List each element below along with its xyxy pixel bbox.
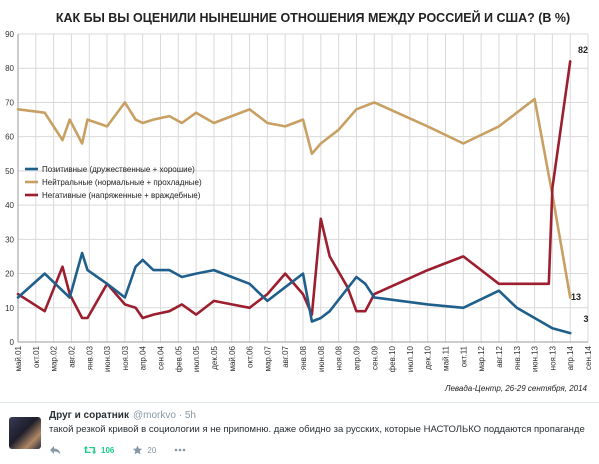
separator: · [178,410,183,421]
x-tick-label: ноя.03 [121,345,130,370]
tweet-header: Друг и соратник @morkvo · 5h [49,410,196,421]
tweet-text: такой резкой кривой в социологии я не пр… [49,424,585,435]
x-tick-label: июн.13 [531,345,540,372]
x-tick-label: июл.10 [406,345,415,372]
reply-icon [50,446,61,455]
y-axis: 0 10 20 30 40 50 60 70 80 90 [5,30,14,347]
x-tick-label: фев.05 [174,345,183,372]
legend: Позитивные (дружественные + хорошие) Нейт… [25,165,202,200]
y-tick-label: 70 [5,98,14,107]
retweet-icon [83,446,97,454]
x-tick-label: янв.13 [513,345,522,370]
more-icon [174,448,186,452]
x-tick-label: мар.12 [477,345,486,371]
x-tick-label: янв.03 [85,345,94,370]
favorite-icon [133,445,143,455]
x-tick-label: дек.05 [210,345,219,369]
y-tick-label: 10 [5,304,14,313]
x-tick-label: сен.14 [584,345,593,370]
x-tick-label: апр.14 [566,345,575,370]
x-tick-label: фев.10 [388,345,397,372]
retweet-button[interactable]: 106 [83,445,114,455]
tweet-card[interactable]: Друг и соратник @morkvo · 5h такой резкой… [0,402,599,464]
y-tick-label: 80 [5,64,14,73]
end-label-positive: 3 [583,314,588,324]
x-tick-label: окт.01 [32,345,41,367]
end-label-neutral: 13 [571,292,581,302]
reply-button[interactable] [49,445,65,455]
line-chart: КАК БЫ ВЫ ОЦЕНИЛИ НЫНЕШНИЕ ОТНОШЕНИЯ МЕЖ… [5,10,593,393]
y-tick-label: 90 [5,30,14,39]
series-line-1 [16,97,572,299]
favorite-button[interactable]: 20 [132,445,156,455]
series-line-2 [16,60,572,320]
author-name[interactable]: Друг и соратник [49,410,129,421]
x-tick-label: май.06 [228,345,237,371]
x-tick-label: май.01 [14,345,23,371]
x-tick-label: авг.02 [67,345,76,367]
legend-label: Позитивные (дружественные + хорошие) [42,165,195,174]
tweet-actions: 106 20 [49,443,208,457]
source-credit: Левада-Центр, 26-29 сентября, 2014 [444,384,588,393]
legend-label: Нейтральные (нормальные + прохладные) [42,178,202,187]
x-tick-label: сен.04 [157,345,166,370]
y-tick-label: 30 [5,235,14,244]
x-tick-label: ноя.13 [548,345,557,370]
retweet-count: 106 [101,445,115,455]
x-tick-label: янв.08 [299,345,308,370]
y-tick-label: 40 [5,201,14,210]
favorite-count: 20 [147,445,157,455]
x-tick-label: мар.02 [50,345,59,371]
x-tick-label: мар.07 [263,345,272,371]
x-tick-label: окт.06 [246,345,255,367]
x-tick-label: июн.08 [317,345,326,372]
x-tick-label: апр.04 [139,345,148,370]
x-tick-label: июн.03 [103,345,112,372]
chart-title: КАК БЫ ВЫ ОЦЕНИЛИ НЫНЕШНИЕ ОТНОШЕНИЯ МЕЖ… [56,10,570,25]
more-button[interactable] [174,448,190,452]
tweet-time[interactable]: 5h [184,410,196,421]
y-tick-label: 50 [5,167,14,176]
legend-label: Негативные (напряженные + враждебные) [42,191,201,200]
series-lines [16,60,572,335]
x-tick-label: ноя.08 [335,345,344,370]
avatar[interactable] [9,417,41,449]
author-handle[interactable]: @morkvo [132,410,176,421]
x-tick-label: июл.05 [192,345,201,372]
series-line-0 [16,251,572,335]
x-tick-label: апр.09 [352,345,361,370]
end-label-negative: 82 [578,45,588,55]
x-tick-label: май.11 [442,345,451,370]
x-tick-label: авг.07 [281,345,290,367]
y-tick-label: 0 [10,338,15,347]
x-tick-label: окт.11 [459,345,468,367]
x-tick-label: дек.10 [424,345,433,369]
y-tick-label: 60 [5,133,14,142]
chart-container: КАК БЫ ВЫ ОЦЕНИЛИ НЫНЕШНИЕ ОТНОШЕНИЯ МЕЖ… [5,10,593,393]
x-tick-label: сен.09 [370,345,379,370]
x-axis: май.01 окт.01 мар.02 авг.02 янв.03 июн.03 ноя.… [14,345,593,372]
y-tick-label: 20 [5,270,14,279]
x-tick-label: авг.12 [495,345,504,367]
